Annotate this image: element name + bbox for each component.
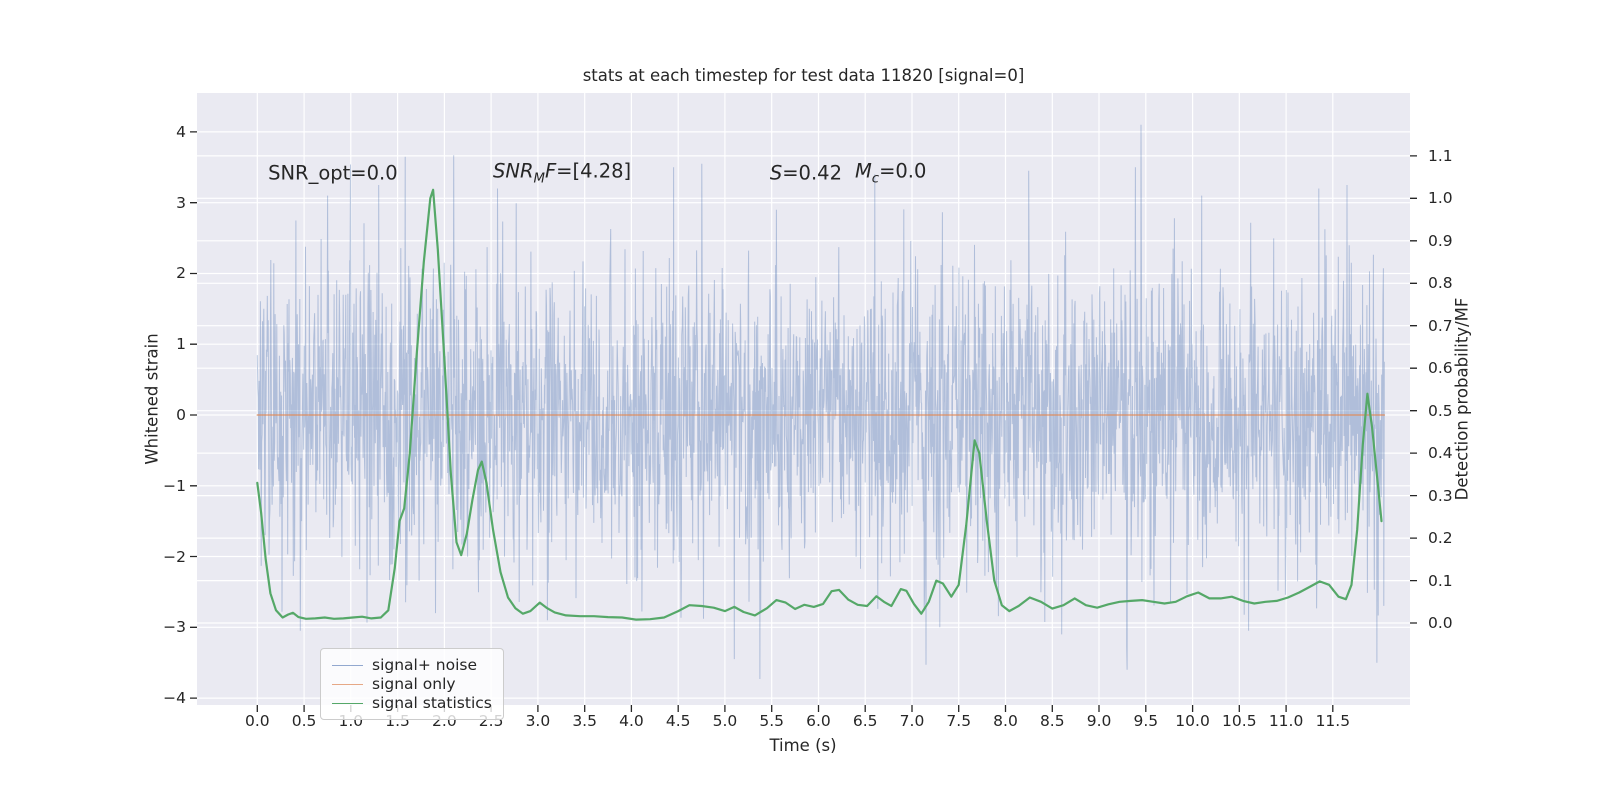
annotation-text: M	[854, 159, 872, 183]
legend-line-swatch	[332, 683, 363, 685]
right-tick-label: 0.6	[1428, 359, 1453, 378]
left-tick-label: 2	[176, 264, 186, 283]
x-tick-label: 7.5	[946, 712, 972, 730]
annotation-snr-opt: SNR_opt=0.0	[268, 161, 398, 184]
legend-line-swatch	[332, 664, 363, 666]
annotation-text: M	[533, 171, 545, 187]
right-tick-label: 0.5	[1428, 401, 1453, 420]
right-tick-label: 0.2	[1428, 529, 1453, 548]
legend-label: signal statistics	[372, 694, 492, 712]
x-tick-label: 8.5	[1039, 712, 1065, 730]
legend: signal+ noise signal only signal statistic…	[320, 648, 504, 720]
annotation-text: S	[769, 161, 783, 185]
legend-label: signal only	[372, 675, 456, 693]
x-tick-label: 3.5	[572, 712, 597, 730]
left-axis-label: Whitened strain	[142, 333, 162, 465]
gridlines	[197, 93, 1410, 705]
legend-line-swatch	[332, 702, 363, 704]
right-tick-label: 1.1	[1428, 146, 1453, 165]
legend-label: signal+ noise	[372, 656, 477, 674]
x-tick-label: 11.0	[1268, 712, 1304, 730]
right-tick-label: 0.8	[1428, 274, 1453, 293]
left-tick-label: −4	[163, 689, 186, 708]
left-tick-label: −2	[163, 547, 186, 566]
x-tick-label: 0.0	[244, 712, 270, 730]
x-tick-label: 9.5	[1133, 712, 1159, 730]
right-tick-label: 1.0	[1428, 189, 1453, 208]
annotation-text: =0.0	[879, 159, 927, 183]
right-tick-label: 0.1	[1428, 571, 1453, 590]
x-axis-label: Time (s)	[769, 736, 837, 755]
left-tick-label: 0	[176, 405, 186, 424]
annotation-s-stat: S=0.42	[770, 161, 842, 184]
x-tick-label: 5.5	[759, 712, 785, 730]
right-tick-label: 0.0	[1428, 614, 1453, 633]
x-tick-label: 5.0	[712, 712, 738, 730]
left-tick-label: −1	[163, 476, 186, 495]
chart-title: stats at each timestep for test data 118…	[582, 66, 1025, 85]
series-signal-statistics	[256, 188, 1383, 621]
left-tick-label: 3	[176, 193, 186, 212]
annotation-text: SNR	[493, 159, 534, 183]
right-tick-label: 0.9	[1428, 231, 1453, 250]
legend-item-signal-noise: signal+ noise	[332, 656, 492, 674]
x-tick-label: 4.0	[619, 712, 644, 730]
annotation-text: c	[871, 171, 880, 187]
x-tick-label: 11.5	[1315, 712, 1351, 730]
right-tick-label: 0.7	[1428, 316, 1453, 335]
right-tick-label: 0.3	[1428, 486, 1453, 505]
x-tick-label: 0.5	[291, 712, 317, 730]
x-tick-label: 10.0	[1175, 712, 1210, 730]
annotation-snr-mf: SNRMF=[4.28]	[493, 160, 631, 187]
right-tick-label: 0.4	[1428, 444, 1453, 463]
x-tick-label: 6.0	[806, 712, 831, 730]
x-tick-label: 4.5	[665, 712, 691, 730]
x-tick-label: 6.5	[852, 712, 878, 730]
x-tick-label: 8.0	[993, 712, 1018, 730]
x-tick-label: 10.5	[1222, 712, 1257, 730]
annotation-text: F	[544, 159, 557, 183]
left-tick-label: 1	[176, 335, 186, 354]
x-tick-label: 3.0	[525, 712, 551, 730]
left-tick-label: 4	[176, 122, 186, 141]
legend-item-signal-only: signal only	[332, 675, 492, 693]
legend-item-signal-statistics: signal statistics	[332, 694, 492, 712]
left-tick-label: −3	[163, 618, 186, 637]
x-tick-label: 9.0	[1086, 712, 1112, 730]
right-axis-label: Detection probability/MF	[1452, 297, 1472, 501]
annotation-mc-stat: Mc=0.0	[855, 160, 926, 187]
annotation-text: =[4.28]	[556, 159, 632, 183]
axes-background	[197, 93, 1410, 705]
x-tick-label: 7.0	[899, 712, 925, 730]
annotation-text: =0.42	[782, 161, 842, 185]
annotation-text: SNR_opt=0.0	[268, 161, 398, 185]
